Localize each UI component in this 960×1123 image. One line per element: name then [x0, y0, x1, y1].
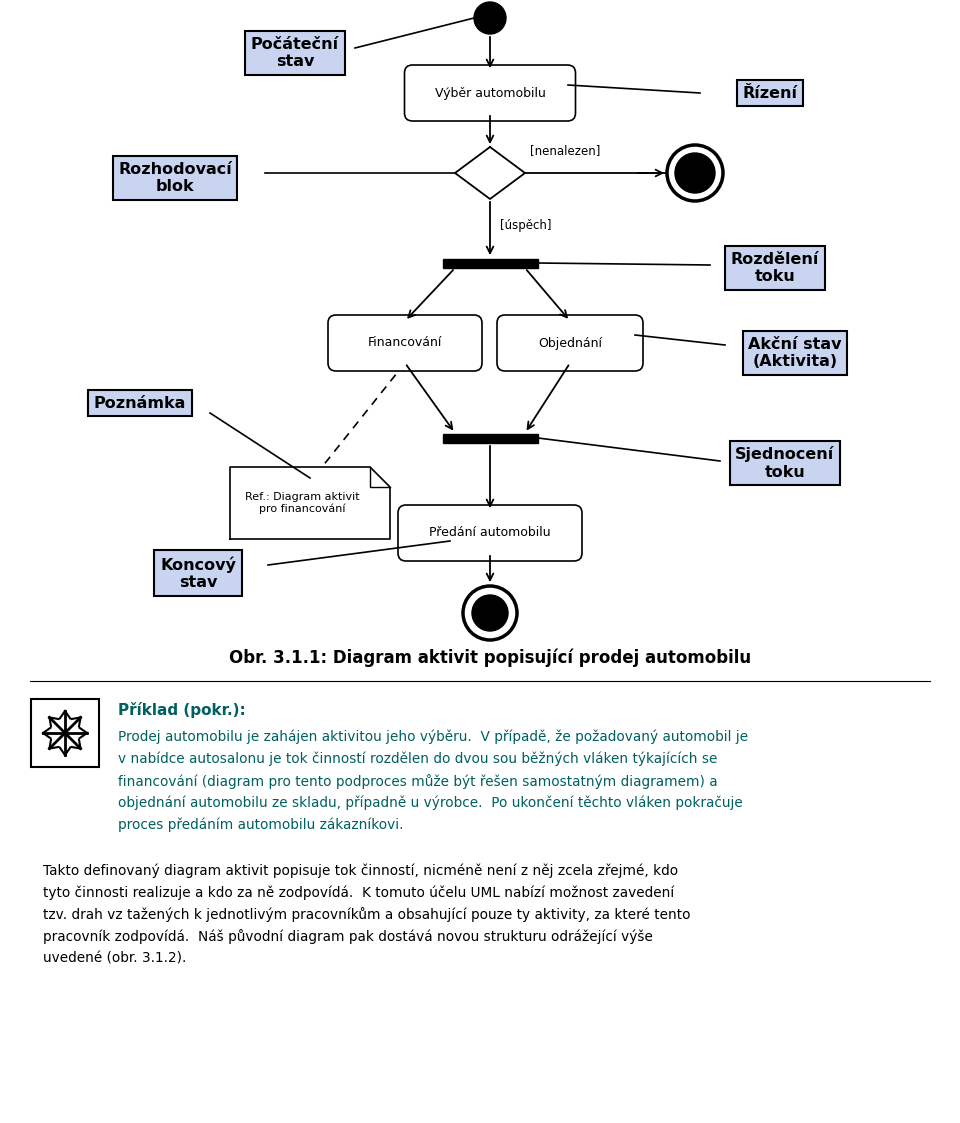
Text: [úspěch]: [úspěch]	[500, 219, 551, 232]
Text: Sjednocení
toku: Sjednocení toku	[735, 446, 834, 480]
Circle shape	[675, 153, 715, 193]
Text: Prodej automobilu je zahájen aktivitou jeho výběru.  V případě, že požadovaný au: Prodej automobilu je zahájen aktivitou j…	[118, 730, 748, 745]
Text: Ref.: Diagram aktivit
pro financování: Ref.: Diagram aktivit pro financování	[245, 492, 359, 514]
Text: Takto definovaný diagram aktivit popisuje tok činností, nicméně není z něj zcela: Takto definovaný diagram aktivit popisuj…	[43, 862, 678, 877]
Text: Předání automobilu: Předání automobilu	[429, 527, 551, 539]
Text: financování (diagram pro tento podproces může být řešen samostatným diagramem) a: financování (diagram pro tento podproces…	[118, 774, 718, 789]
FancyBboxPatch shape	[328, 314, 482, 371]
Circle shape	[474, 2, 506, 34]
Text: Příklad (pokr.):: Příklad (pokr.):	[118, 702, 246, 718]
Text: pracovník zodpovídá.  Náš původní diagram pak dostává novou strukturu odrážející: pracovník zodpovídá. Náš původní diagram…	[43, 929, 653, 944]
Text: Rozhodovací
blok: Rozhodovací blok	[118, 162, 232, 194]
Text: v nabídce autosalonu je tok činností rozdělen do dvou sou běžných vláken týkajíc: v nabídce autosalonu je tok činností roz…	[118, 752, 717, 767]
Text: Výběr automobilu: Výběr automobilu	[435, 86, 545, 100]
Text: Akční stav
(Aktivita): Akční stav (Aktivita)	[748, 337, 842, 369]
Text: objednání automobilu ze skladu, případně u výrobce.  Po ukončení těchto vláken p: objednání automobilu ze skladu, případně…	[118, 796, 743, 811]
Text: Řízení: Řízení	[742, 85, 798, 100]
Bar	[443, 433, 538, 442]
Text: tyto činnosti realizuje a kdo za ně zodpovídá.  K tomuto účelu UML nabízí možnos: tyto činnosti realizuje a kdo za ně zodp…	[43, 885, 674, 900]
Text: Rozdělení
toku: Rozdělení toku	[731, 252, 819, 284]
Text: Poznámka: Poznámka	[94, 395, 186, 411]
Text: Obr. 3.1.1: Diagram aktivit popisující prodej automobilu: Obr. 3.1.1: Diagram aktivit popisující p…	[228, 649, 751, 667]
Text: Koncový
stav: Koncový stav	[160, 556, 236, 590]
FancyBboxPatch shape	[398, 505, 582, 562]
Bar	[31, 699, 99, 767]
Text: tzv. drah vz tažených k jednotlivým pracovníkům a obsahující pouze ty aktivity, : tzv. drah vz tažených k jednotlivým prac…	[43, 907, 690, 922]
Text: [nenalezen]: [nenalezen]	[530, 144, 600, 157]
FancyBboxPatch shape	[497, 314, 643, 371]
Polygon shape	[455, 147, 525, 199]
Text: uvedené (obr. 3.1.2).: uvedené (obr. 3.1.2).	[43, 951, 186, 965]
FancyBboxPatch shape	[404, 65, 575, 121]
Text: proces předáním automobilu zákazníkovi.: proces předáním automobilu zákazníkovi.	[118, 818, 403, 832]
Polygon shape	[230, 467, 390, 539]
Circle shape	[472, 595, 508, 631]
Text: Počáteční
stav: Počáteční stav	[251, 37, 339, 70]
Text: Objednání: Objednání	[538, 337, 602, 349]
Text: Financování: Financování	[368, 337, 443, 349]
Bar	[443, 258, 538, 267]
